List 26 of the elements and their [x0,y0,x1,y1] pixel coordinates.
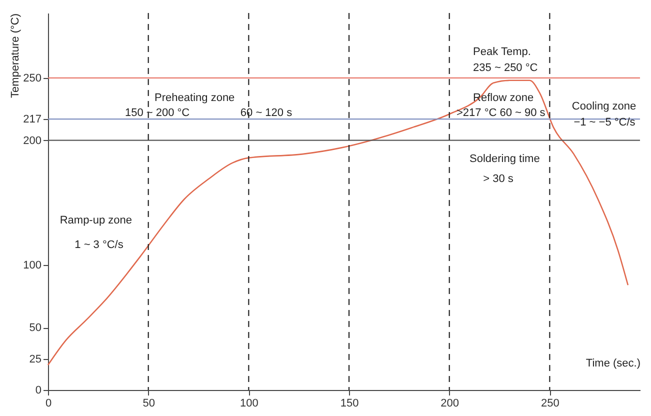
y-tick-label: 0 [35,384,42,396]
y-tick-label: 100 [23,260,42,272]
y-tick-label: 200 [23,134,42,147]
annotation: 1 ~ 3 °C/s [74,239,124,252]
annotation: Ramp-up zone [60,214,132,226]
annotation: 60 ~ 120 s [240,106,293,119]
annotation: 235 ~ 250 °C [473,62,538,74]
x-tick-label: 150 [340,398,359,410]
y-tick-label: 217 [23,114,42,126]
x-tick-label: 100 [240,398,258,410]
annotation: > 30 s [483,172,514,185]
annotation: −1 ~ −5 °C/s [574,116,636,129]
y-tick-label: 250 [23,72,42,84]
x-tick-label: 50 [142,398,155,410]
y-tick-label: 25 [29,353,42,366]
y-axis-title: Temperature (°C) [10,14,22,98]
annotation: Preheating zone [154,92,235,104]
x-tick-label: 250 [541,398,560,410]
annotation: Soldering time [470,152,540,165]
y-tick-label: 50 [29,322,42,334]
x-axis-title: Time (sec.) [586,358,640,370]
annotation: >217 °C 60 ~ 90 s [456,106,546,119]
x-tick-label: 0 [45,398,52,410]
annotation: Cooling zone [572,100,636,112]
annotation: Peak Temp. [473,46,531,58]
x-tick-label: 200 [440,398,460,410]
